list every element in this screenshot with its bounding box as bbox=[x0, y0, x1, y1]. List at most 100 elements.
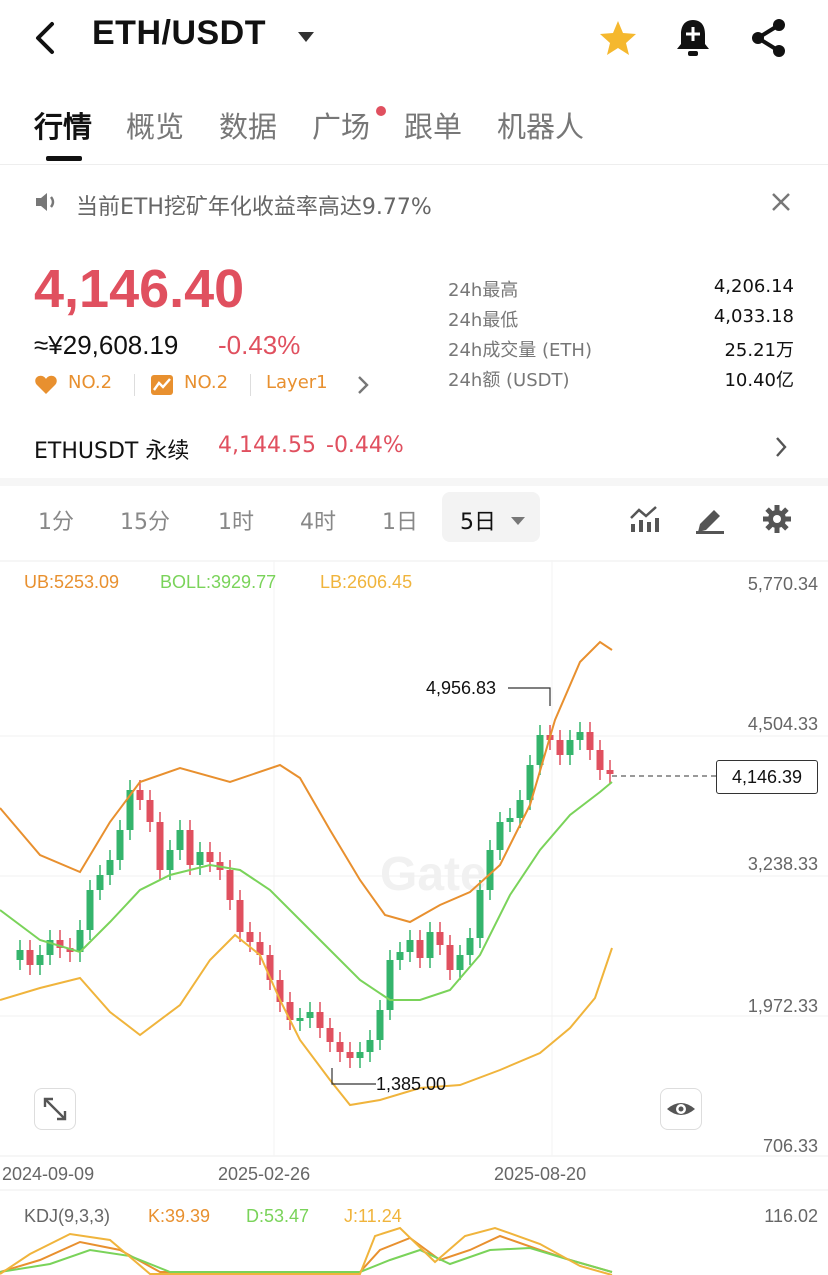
candle-body bbox=[146, 800, 154, 822]
x-axis-label: 2024-09-09 bbox=[2, 1164, 95, 1184]
share-icon[interactable] bbox=[750, 18, 788, 58]
interval-1d[interactable]: 1日 bbox=[382, 510, 418, 535]
eye-icon bbox=[667, 1103, 695, 1115]
star-icon[interactable] bbox=[598, 18, 638, 58]
close-icon[interactable] bbox=[770, 191, 792, 213]
candle-body bbox=[196, 852, 204, 865]
candle-body bbox=[356, 1052, 364, 1058]
candle-body bbox=[486, 850, 494, 890]
kdj-lines bbox=[0, 1226, 613, 1275]
candle-body bbox=[126, 790, 134, 830]
candle-body bbox=[576, 732, 584, 740]
rank-heart-icon bbox=[35, 375, 57, 394]
rank-tag-1: NO.2 bbox=[68, 372, 113, 393]
fullscreen-button[interactable] bbox=[34, 1088, 76, 1130]
indicator-ub: UB:5253.09 bbox=[24, 572, 120, 592]
y-axis-label: 706.33 bbox=[762, 1136, 818, 1156]
candle-body bbox=[136, 790, 144, 800]
low-marker-label: 1,385.00 bbox=[376, 1074, 447, 1094]
candle-body bbox=[306, 1012, 314, 1018]
candle-body bbox=[206, 852, 214, 862]
candle-body bbox=[346, 1052, 354, 1058]
candle-body bbox=[96, 875, 104, 890]
candle-body bbox=[386, 960, 394, 1010]
interval-1m[interactable]: 1分 bbox=[38, 510, 74, 535]
candles bbox=[16, 722, 614, 1068]
candle-body bbox=[86, 890, 94, 930]
candle-body bbox=[276, 980, 284, 1002]
pair-title[interactable]: ETH/USDT bbox=[92, 14, 266, 52]
interval-1h[interactable]: 1时 bbox=[218, 510, 254, 535]
rank-tag-2: NO.2 bbox=[184, 372, 229, 393]
candle-body bbox=[256, 942, 264, 955]
candle-body bbox=[296, 1018, 304, 1021]
low-marker-line bbox=[331, 1068, 376, 1085]
notice-bar[interactable]: 当前ETH挖矿年化收益率高达9.77% bbox=[0, 165, 828, 239]
candle-body bbox=[176, 830, 184, 850]
stat-value-turnover: 10.40亿 bbox=[724, 370, 794, 391]
interval-4h[interactable]: 4时 bbox=[300, 510, 336, 535]
candle-body bbox=[426, 932, 434, 958]
chevron-down-icon[interactable] bbox=[510, 516, 526, 526]
bollinger-mid-line bbox=[0, 781, 613, 1001]
back-icon[interactable] bbox=[30, 20, 60, 56]
indicators-icon[interactable] bbox=[628, 504, 660, 534]
candle-body bbox=[536, 735, 544, 765]
x-axis-label: 2025-08-20 bbox=[494, 1164, 587, 1184]
high-marker-label: 4,956.83 bbox=[426, 678, 497, 698]
active-tab-indicator bbox=[46, 156, 82, 161]
bollinger-lower-line bbox=[0, 933, 613, 1107]
tab-copy-trading[interactable]: 跟单 bbox=[404, 110, 463, 144]
tab-market[interactable]: 行情 bbox=[34, 110, 93, 144]
candle-body bbox=[606, 770, 614, 774]
candle-body bbox=[466, 938, 474, 955]
candle-body bbox=[336, 1042, 344, 1052]
y-axis-label: 5,770.34 bbox=[747, 574, 818, 594]
candle-body bbox=[566, 740, 574, 755]
candle-body bbox=[406, 940, 414, 952]
candle-body bbox=[396, 952, 404, 960]
category-tag: Layer1 bbox=[266, 372, 328, 393]
perpetual-row[interactable]: ETHUSDT 永续 4,144.55 -0.44% bbox=[0, 420, 828, 476]
last-price: 4,146.40 bbox=[34, 259, 245, 319]
candle-body bbox=[166, 850, 174, 870]
perpetual-price: 4,144.55 bbox=[218, 433, 316, 458]
candle-body bbox=[76, 930, 84, 952]
y-axis-label: 1,972.33 bbox=[747, 996, 818, 1016]
candle-body bbox=[416, 940, 424, 958]
indicator-lb: LB:2606.45 bbox=[320, 572, 413, 592]
high-marker-line bbox=[508, 687, 551, 706]
candle-body bbox=[526, 765, 534, 800]
y-axis-label: 4,504.33 bbox=[747, 714, 818, 734]
candle-body bbox=[226, 870, 234, 900]
kdj-max-label: 116.02 bbox=[764, 1206, 818, 1226]
candlestick-chart[interactable]: Gate UB:5253.09 BOLL:3929.77 LB:2606.45 … bbox=[0, 560, 828, 1275]
cny-price: ≈¥29,608.19 bbox=[34, 330, 179, 360]
candle-body bbox=[116, 830, 124, 860]
settings-gear-icon[interactable] bbox=[762, 504, 792, 534]
tab-overview[interactable]: 概览 bbox=[126, 110, 185, 144]
draw-pen-icon[interactable] bbox=[694, 504, 726, 534]
candle-body bbox=[156, 822, 164, 870]
perpetual-name: ETHUSDT 永续 bbox=[34, 439, 190, 464]
candle-body bbox=[376, 1010, 384, 1040]
kdj-j: J:11.24 bbox=[344, 1206, 402, 1226]
current-price-tag: 4,146.39 bbox=[716, 760, 818, 794]
kdj-title: KDJ(9,3,3) bbox=[24, 1206, 111, 1226]
candle-body bbox=[236, 900, 244, 932]
chart-canvas[interactable]: Gate bbox=[0, 560, 828, 1275]
tab-bots[interactable]: 机器人 bbox=[497, 110, 585, 144]
interval-15m[interactable]: 15分 bbox=[120, 510, 170, 535]
chevron-right-icon bbox=[358, 376, 369, 394]
interval-5d[interactable]: 5日 bbox=[460, 510, 496, 535]
add-alert-bell-icon[interactable] bbox=[674, 16, 712, 58]
tab-square[interactable]: 广场 bbox=[312, 110, 371, 144]
candle-body bbox=[36, 955, 44, 965]
speaker-icon bbox=[36, 193, 55, 211]
y-axis-label: 3,238.33 bbox=[747, 854, 818, 874]
stat-label-turnover: 24h额 (USDT) bbox=[448, 370, 570, 391]
tab-data[interactable]: 数据 bbox=[219, 110, 278, 144]
visibility-button[interactable] bbox=[660, 1088, 702, 1130]
candle-body bbox=[186, 830, 194, 865]
chevron-down-icon[interactable] bbox=[296, 30, 316, 44]
